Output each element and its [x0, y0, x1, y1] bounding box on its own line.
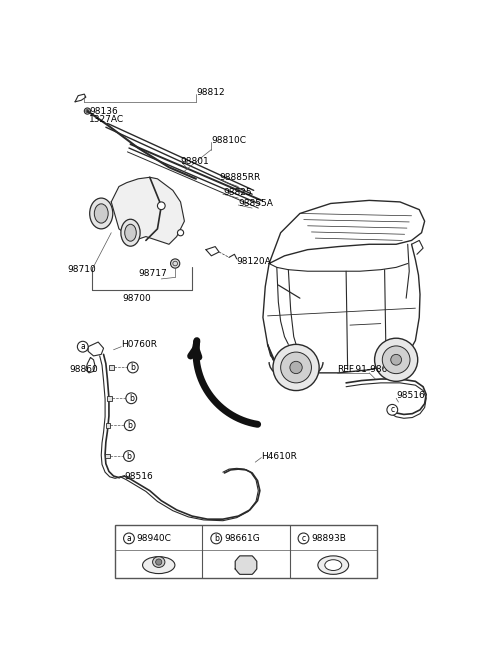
Ellipse shape	[325, 560, 342, 571]
Text: 98136: 98136	[89, 106, 118, 115]
Text: 98516: 98516	[396, 392, 425, 400]
Circle shape	[86, 110, 89, 113]
Circle shape	[123, 451, 134, 461]
Ellipse shape	[153, 557, 165, 567]
Circle shape	[127, 362, 138, 373]
Circle shape	[84, 108, 90, 114]
Text: 1327AC: 1327AC	[89, 115, 124, 124]
Ellipse shape	[143, 557, 175, 573]
Text: b: b	[129, 394, 134, 403]
Circle shape	[157, 202, 165, 210]
Circle shape	[170, 259, 180, 268]
Circle shape	[281, 352, 312, 383]
Bar	[115, 525, 377, 578]
Text: H4610R: H4610R	[262, 451, 297, 461]
Bar	[108, 396, 112, 401]
Circle shape	[211, 533, 222, 544]
Text: 98120A: 98120A	[237, 257, 272, 266]
Text: 98801: 98801	[180, 157, 209, 167]
Circle shape	[123, 533, 134, 544]
Circle shape	[298, 533, 309, 544]
Text: 98810C: 98810C	[211, 136, 246, 145]
Text: a: a	[127, 534, 132, 543]
Circle shape	[391, 354, 402, 365]
Ellipse shape	[318, 556, 348, 575]
Text: 98885RR: 98885RR	[219, 173, 260, 182]
Text: c: c	[301, 534, 306, 543]
Polygon shape	[235, 556, 257, 575]
Text: b: b	[127, 451, 132, 461]
Text: b: b	[214, 534, 219, 543]
Ellipse shape	[125, 224, 136, 241]
Text: 98812: 98812	[196, 88, 225, 97]
Text: a: a	[80, 342, 85, 351]
Circle shape	[382, 346, 410, 374]
Circle shape	[290, 361, 302, 374]
Polygon shape	[111, 177, 184, 244]
Text: b: b	[127, 420, 132, 430]
Circle shape	[124, 420, 135, 430]
Text: 98860: 98860	[69, 365, 97, 375]
Text: 98710: 98710	[67, 265, 96, 274]
Ellipse shape	[94, 204, 108, 223]
Circle shape	[126, 393, 137, 403]
Circle shape	[77, 341, 88, 352]
Circle shape	[273, 344, 319, 390]
Circle shape	[156, 559, 162, 565]
Text: 98855A: 98855A	[238, 199, 273, 208]
Text: REF.91-986: REF.91-986	[337, 365, 387, 375]
Bar	[106, 423, 110, 428]
Bar	[109, 365, 114, 370]
Bar	[105, 454, 110, 459]
Text: 98717: 98717	[138, 269, 167, 278]
Text: 98700: 98700	[123, 294, 152, 302]
Text: H0760R: H0760R	[121, 340, 157, 349]
Circle shape	[374, 338, 418, 381]
Text: 98516: 98516	[124, 472, 153, 481]
Ellipse shape	[121, 219, 140, 246]
Text: 98893B: 98893B	[311, 534, 346, 543]
Circle shape	[178, 230, 184, 236]
Text: 98825: 98825	[223, 188, 252, 197]
Text: b: b	[131, 363, 135, 372]
Circle shape	[387, 405, 398, 415]
Text: 98661G: 98661G	[224, 534, 260, 543]
Text: 98940C: 98940C	[137, 534, 171, 543]
Text: c: c	[390, 405, 395, 415]
Ellipse shape	[90, 198, 113, 229]
